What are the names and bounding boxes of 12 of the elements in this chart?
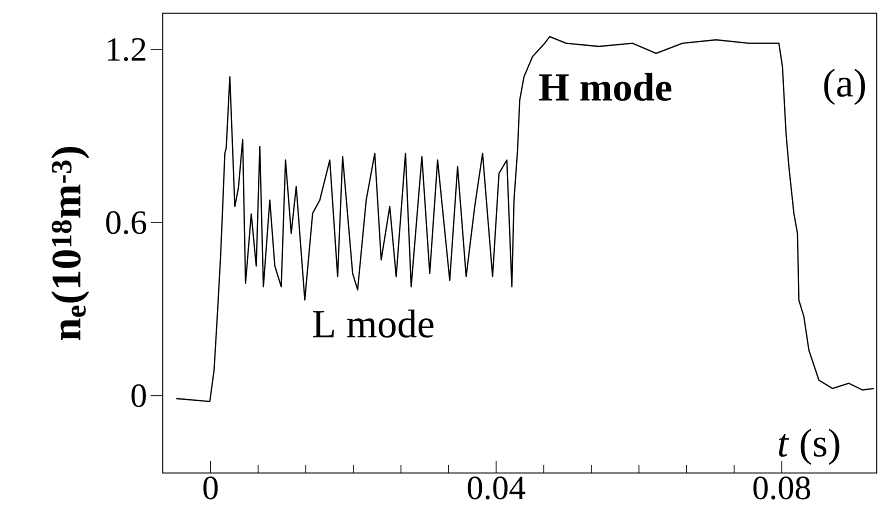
- y-tick-label: 0.6: [106, 211, 146, 234]
- line-series: [176, 36, 874, 402]
- x-tick-label: 0.04: [468, 476, 526, 500]
- x-tick-label: 0: [203, 476, 218, 500]
- x-tick-label: 0.08: [753, 476, 810, 500]
- annotation: H mode: [539, 72, 672, 101]
- annotation: L mode: [313, 310, 434, 338]
- annotation: (a): [824, 68, 865, 105]
- y-tick-label: 1.2: [108, 38, 146, 62]
- y-tick-label: 0: [132, 384, 146, 408]
- y-axis-title: n$_{e}$(10$^{18}$m$^{-3}$): [51, 146, 90, 340]
- x-axis-title: t (s): [778, 428, 840, 465]
